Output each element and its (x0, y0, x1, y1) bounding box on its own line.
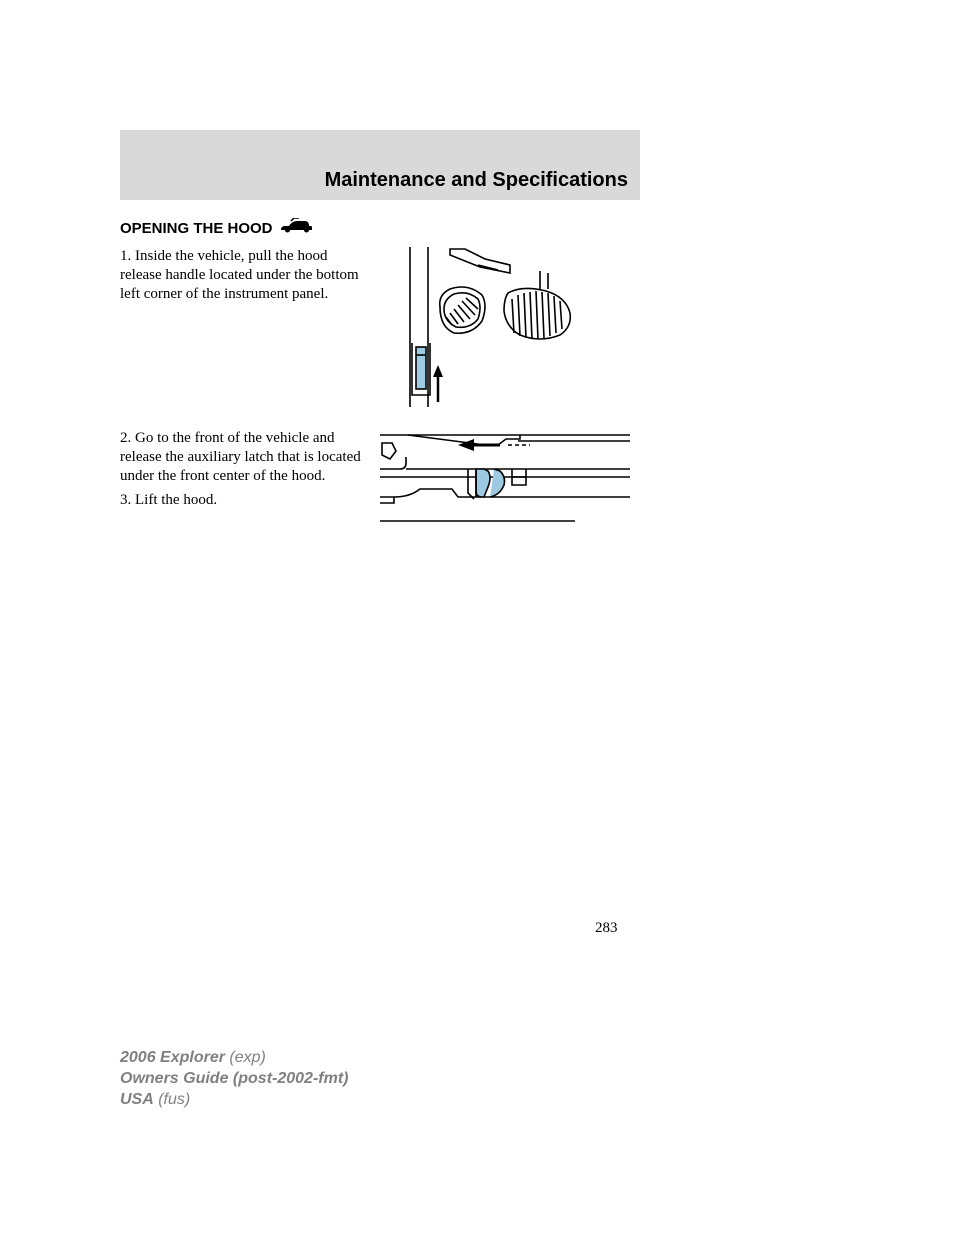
chapter-title: Maintenance and Specifications (325, 169, 628, 192)
figure1-col (390, 247, 640, 407)
auxiliary-latch-figure (380, 429, 630, 524)
footer-model: 2006 Explorer (120, 1049, 225, 1066)
step3-text: 3. Lift the hood. (120, 491, 370, 510)
footer-line1: 2006 Explorer (exp) (120, 1048, 348, 1069)
footer-guide: Owners Guide (post-2002-fmt) (120, 1070, 348, 1087)
step1-text-col: 1. Inside the vehicle, pull the hood rel… (120, 247, 370, 407)
step1-row: 1. Inside the vehicle, pull the hood rel… (120, 247, 640, 407)
section-heading-text: OPENING THE HOOD (120, 220, 273, 237)
footer-model-code: (exp) (225, 1049, 266, 1066)
step2-text-col: 2. Go to the front of the vehicle and re… (120, 429, 370, 524)
step2-row: 2. Go to the front of the vehicle and re… (120, 429, 640, 524)
step1-text: 1. Inside the vehicle, pull the hood rel… (120, 247, 370, 303)
car-hood-icon (279, 218, 313, 239)
footer-region-code: (fus) (154, 1091, 190, 1108)
footer-line3: USA (fus) (120, 1090, 348, 1111)
footer: 2006 Explorer (exp) Owners Guide (post-2… (120, 1048, 348, 1110)
footer-line2: Owners Guide (post-2002-fmt) (120, 1069, 348, 1090)
hood-release-interior-figure (390, 247, 590, 407)
chapter-header-banner: Maintenance and Specifications (120, 130, 640, 200)
page-content: Maintenance and Specifications OPENING T… (120, 130, 640, 524)
page-number: 283 (595, 920, 618, 937)
section-heading: OPENING THE HOOD (120, 218, 640, 239)
figure2-col (380, 429, 640, 524)
footer-region: USA (120, 1091, 154, 1108)
step2-text: 2. Go to the front of the vehicle and re… (120, 429, 370, 485)
